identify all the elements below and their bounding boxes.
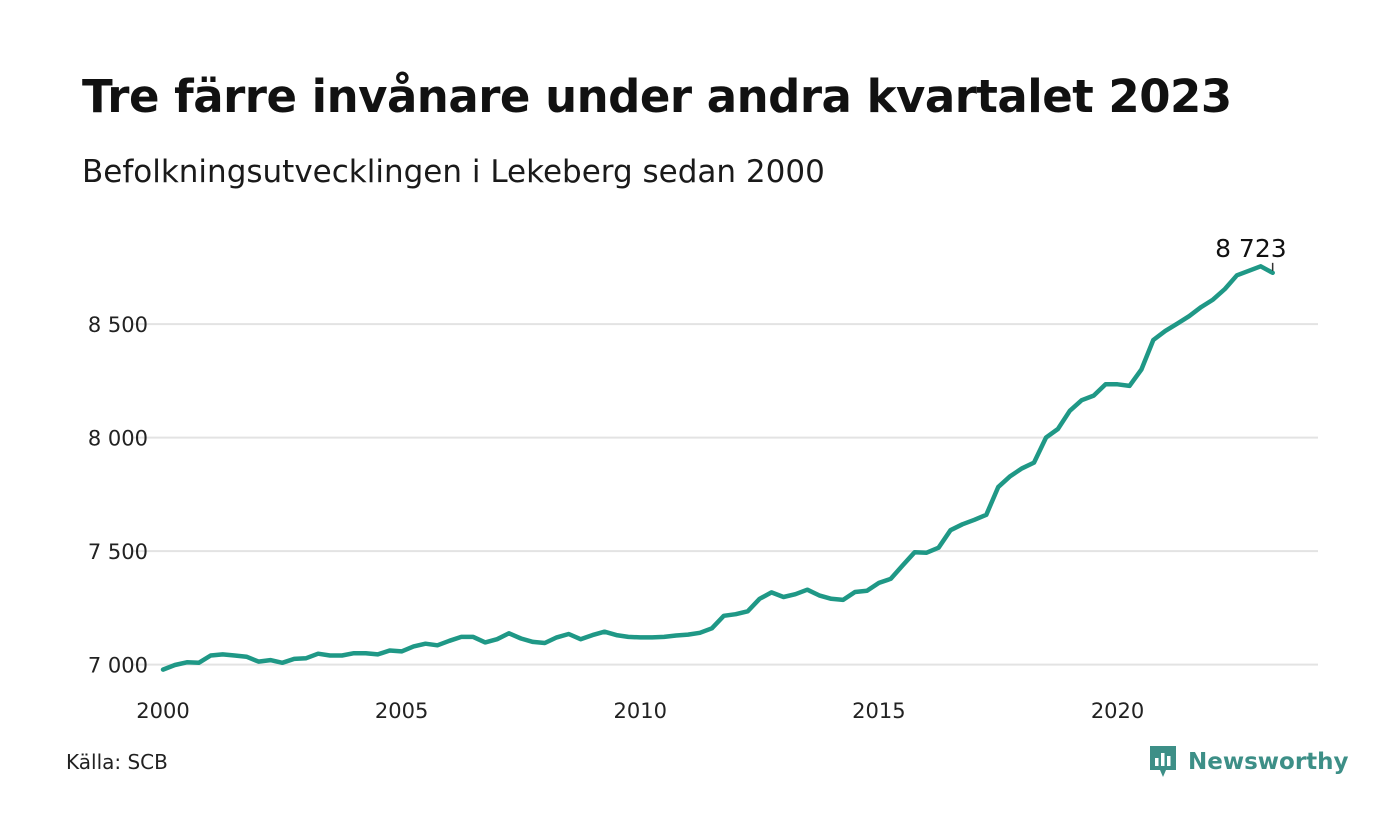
chart-title: Tre färre invånare under andra kvartalet… xyxy=(82,70,1232,123)
y-tick-label: 7 000 xyxy=(88,654,148,678)
x-axis-tick-labels: 2000 2005 2010 2015 2020 xyxy=(136,699,1144,723)
line-chart: 7 000 7 500 8 000 8 500 2000 2005 2010 2015 202… xyxy=(88,234,1318,723)
newsworthy-logo: Newsworthy xyxy=(1148,744,1349,780)
series-line xyxy=(160,264,1275,672)
x-tick-label: 2015 xyxy=(852,699,905,723)
end-value-label: 8 723 xyxy=(1215,234,1287,263)
y-axis-tick-labels: 7 000 7 500 8 000 8 500 xyxy=(88,313,148,677)
brand-name: Newsworthy xyxy=(1188,749,1349,775)
newsworthy-logo-icon xyxy=(1150,746,1176,777)
x-tick-label: 2020 xyxy=(1091,699,1144,723)
y-tick-label: 7 500 xyxy=(88,540,148,564)
y-tick-label: 8 000 xyxy=(88,427,148,451)
x-tick-label: 2000 xyxy=(136,699,189,723)
y-tick-label: 8 500 xyxy=(88,313,148,337)
x-tick-label: 2005 xyxy=(375,699,428,723)
x-tick-label: 2010 xyxy=(614,699,667,723)
gridlines xyxy=(132,323,1318,666)
chart-subtitle: Befolkningsutvecklingen i Lekeberg sedan… xyxy=(82,154,825,190)
source-note: Källa: SCB xyxy=(66,750,168,774)
